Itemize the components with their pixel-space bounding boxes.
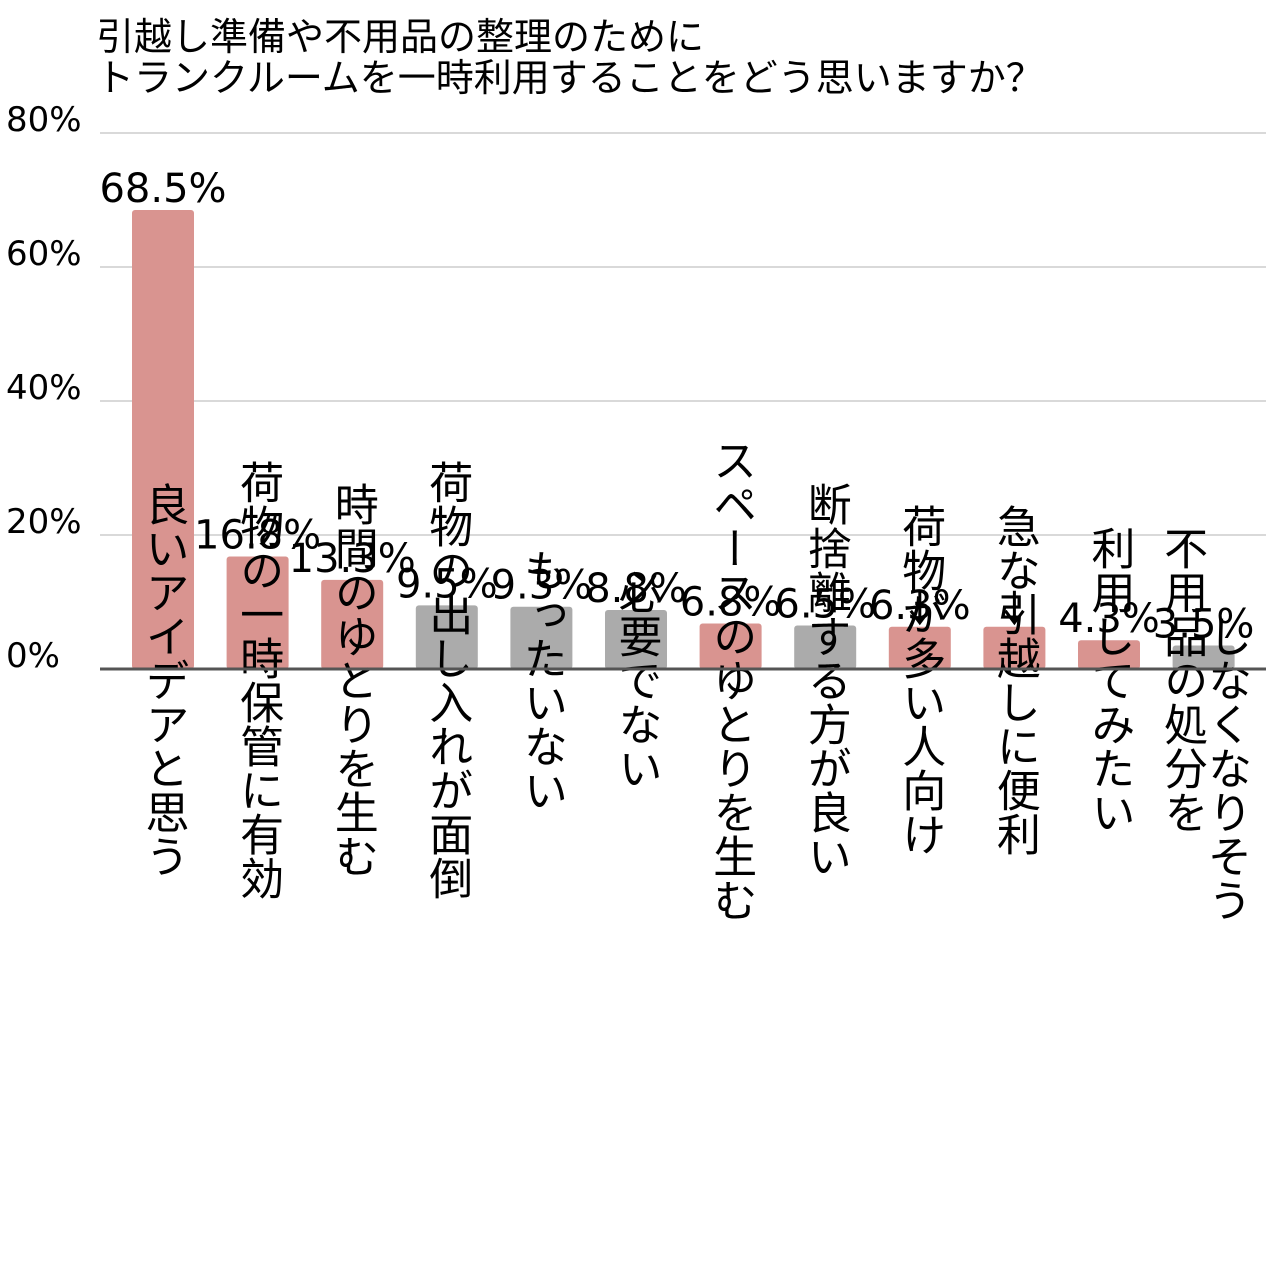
bar: [888, 626, 951, 669]
category-label: スペースのゆとりを生む: [705, 438, 756, 922]
bar: [415, 605, 478, 669]
category-label: 良いアイデアと思う: [138, 482, 189, 878]
chart-title-line: 引越し準備や不用品の整理のために: [96, 15, 704, 59]
bar: [1078, 640, 1140, 669]
data-label: 68.5%: [99, 166, 226, 212]
category-label: もったいない: [516, 548, 567, 812]
data-label: 4.3%: [1058, 596, 1160, 642]
annotation-arrow: [1004, 590, 1025, 626]
data-label: 8.8%: [585, 566, 687, 612]
category-label: 不用品の処分を: [1156, 526, 1207, 834]
category-label: 荷物が多い人向け: [894, 504, 945, 856]
bar: [132, 210, 194, 670]
y-tick-label: 40%: [6, 368, 82, 408]
category-label: 断捨離する方が良い: [800, 482, 851, 878]
y-tick-label: 80%: [6, 100, 82, 140]
annotation-arrow: [909, 590, 930, 626]
bar: [794, 625, 857, 669]
chart-title-line: トランクルームを一時利用することをどう思いますか？: [96, 56, 1044, 100]
y-tick-label: 20%: [6, 502, 82, 542]
data-label: 6.8%: [680, 579, 782, 625]
bar: [699, 623, 762, 669]
category-label: 急な引越しに便利: [989, 504, 1040, 856]
category-label: 利用してみたい: [1084, 526, 1135, 834]
data-label: 6.5%: [774, 581, 876, 627]
data-label: 3.5%: [1153, 602, 1255, 648]
bar: [321, 579, 384, 669]
category-label: 荷物の出し入れが面倒: [421, 460, 473, 900]
bar: [605, 610, 667, 669]
data-label: 9.3%: [491, 563, 593, 609]
bar: [1172, 645, 1235, 669]
bar: [983, 626, 1046, 669]
category-label: 時間のゆとりを生む: [327, 482, 378, 878]
category-label: しなくなりそう: [1200, 614, 1251, 922]
bar: [510, 606, 573, 669]
data-label: 13.3%: [289, 536, 416, 582]
data-label: 9.5%: [396, 561, 498, 607]
data-label: 16.8%: [194, 512, 321, 558]
bar: [226, 556, 289, 669]
y-tick-label: 60%: [6, 234, 82, 274]
category-label: 荷物の一時保管に有効: [232, 460, 283, 900]
category-label: 必要でない: [611, 570, 662, 790]
y-tick-label: 0%: [6, 636, 60, 676]
